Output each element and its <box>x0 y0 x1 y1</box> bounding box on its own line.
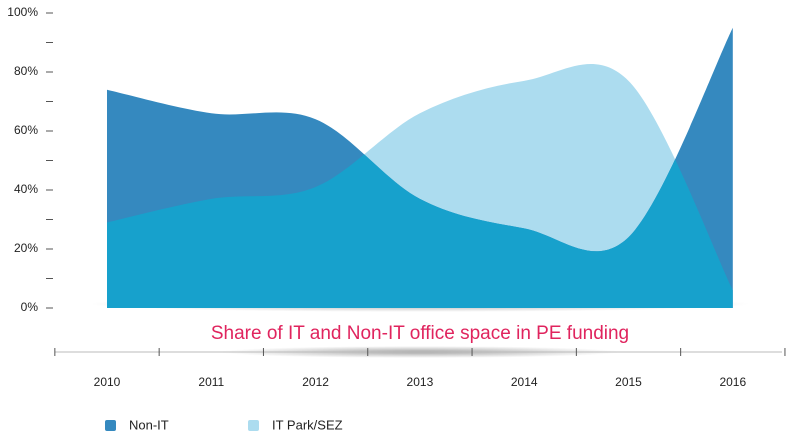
y-tick-label: 100% <box>7 5 38 19</box>
x-tick-label: 2014 <box>511 375 538 389</box>
y-tick-label: 40% <box>14 182 38 196</box>
x-tick-label: 2011 <box>198 375 224 389</box>
chart-title: Share of IT and Non-IT office space in P… <box>211 323 629 344</box>
x-tick-label: 2012 <box>302 375 329 389</box>
y-tick-label: 60% <box>14 123 38 137</box>
plot-area <box>107 27 733 308</box>
x-tick-label: 2010 <box>94 375 121 389</box>
legend-label: IT Park/SEZ <box>272 417 343 432</box>
legend-swatch <box>248 420 259 431</box>
y-tick-label: 80% <box>14 64 38 78</box>
y-tick-label: 0% <box>21 300 39 314</box>
legend-label: Non-IT <box>129 417 169 432</box>
x-tick-label: 2015 <box>615 375 642 389</box>
legend-swatch <box>105 420 116 431</box>
x-tick-label: 2016 <box>719 375 746 389</box>
x-tick-label: 2013 <box>407 375 434 389</box>
y-tick-label: 20% <box>14 241 38 255</box>
